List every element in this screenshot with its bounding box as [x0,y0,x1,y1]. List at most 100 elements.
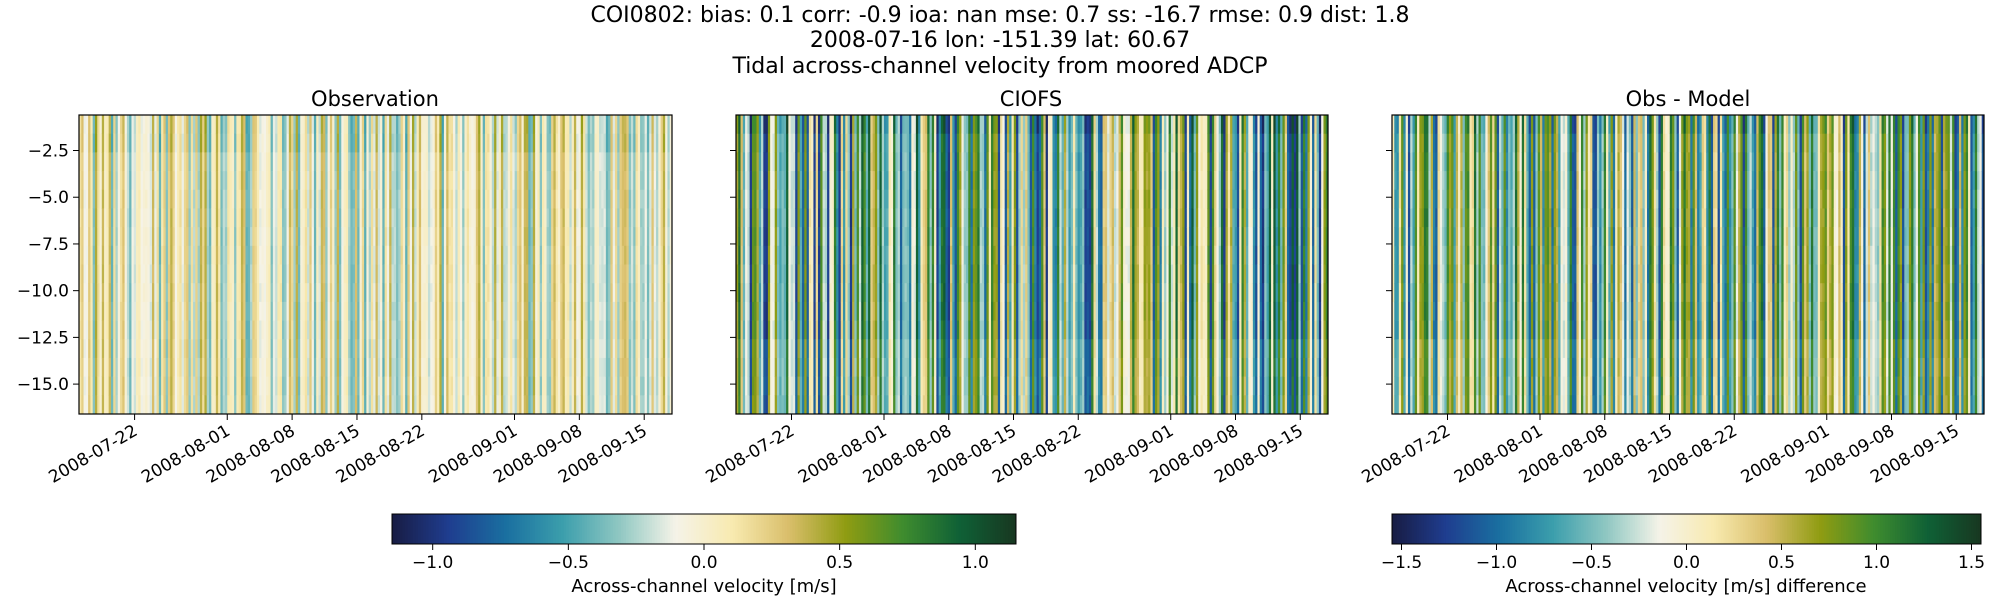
heatmap-cell [754,376,757,396]
heatmap-cell [633,283,636,303]
heatmap-cell [653,115,657,135]
heatmap-cell [124,264,128,284]
heatmap-cell [334,152,338,172]
heatmap-cell [380,208,383,228]
heatmap-cell [213,115,217,135]
heatmap-cell [827,395,830,415]
heatmap-cell [113,133,116,153]
heatmap-cell [487,208,490,228]
heatmap-cell [603,245,607,265]
heatmap-cell [382,189,385,209]
heatmap-cell [81,357,84,377]
heatmap-cell [407,376,411,396]
heatmap-cell [640,152,643,172]
heatmap-cell [279,171,283,191]
heatmap-cell [352,189,356,209]
heatmap-cell [357,376,360,396]
heatmap-cell [263,245,267,265]
heatmap-cell [92,320,96,340]
heatmap-cell [626,171,630,191]
heatmap-cell [172,320,176,340]
heatmap-cell [167,245,171,265]
heatmap-cell [537,395,541,415]
heatmap-cell [646,339,650,359]
heatmap-cell [163,283,167,303]
heatmap-cell [350,115,354,135]
heatmap-cell [129,245,132,265]
heatmap-cell [126,264,130,284]
heatmap-cell [628,189,632,209]
heatmap-cell [827,264,830,284]
heatmap-cell [459,283,463,303]
heatmap-cell [359,208,363,228]
heatmap-cell [188,283,192,303]
heatmap-cell [797,395,801,415]
heatmap-cell [649,189,652,209]
heatmap-cell [478,283,481,303]
heatmap-cell [99,339,103,359]
heatmap-cell [516,171,520,191]
heatmap-cell [560,376,563,396]
heatmap-cell [272,339,276,359]
heatmap-cell [186,189,189,209]
heatmap-cell [243,152,246,172]
heatmap-cell [245,171,249,191]
heatmap-cell [106,133,109,153]
heatmap-cell [421,189,424,209]
heatmap-cell [567,133,570,153]
heatmap-cell [665,208,668,228]
heatmap-cell [450,395,454,415]
heatmap-cell [576,189,579,209]
heatmap-cell [745,245,748,265]
heatmap-cell [630,245,634,265]
heatmap-cell [334,357,338,377]
heatmap-cell [304,320,308,340]
heatmap-cell [357,208,360,228]
heatmap-cell [158,395,162,415]
heatmap-cell [304,189,308,209]
heatmap-cell [126,245,130,265]
heatmap-cell [758,152,762,172]
heatmap-cell [633,320,636,340]
heatmap-cell [149,245,153,265]
heatmap-cell [300,357,303,377]
heatmap-cell [548,339,552,359]
heatmap-cell [117,395,121,415]
heatmap-cell [81,301,84,321]
heatmap-cell [594,208,598,228]
heatmap-cell [742,152,746,172]
heatmap-cell [263,152,267,172]
heatmap-cell [763,245,766,265]
heatmap-cell [521,320,525,340]
heatmap-cell [836,152,839,172]
heatmap-cell [594,115,598,135]
heatmap-cell [537,301,541,321]
heatmap-cell [498,376,502,396]
heatmap-cell [291,320,294,340]
heatmap-cell [81,320,84,340]
heatmap-cell [455,189,458,209]
heatmap-cell [97,376,100,396]
heatmap-cell [621,376,625,396]
heatmap-cell [847,245,851,265]
heatmap-cell [334,301,338,321]
heatmap-cell [589,301,593,321]
heatmap-cell [309,189,312,209]
heatmap-cell [165,376,169,396]
heatmap-cell [375,357,379,377]
heatmap-cell [277,376,281,396]
heatmap-cell [817,357,821,377]
heatmap-cell [772,283,776,303]
heatmap-cell [354,133,358,153]
heatmap-cell [562,283,566,303]
heatmap-cell [521,115,525,135]
heatmap-cell [450,115,454,135]
heatmap-cell [327,264,331,284]
heatmap-cell [519,189,522,209]
heatmap-cell [836,357,839,377]
heatmap-cell [300,115,303,135]
heatmap-cell [612,245,616,265]
heatmap-cell [491,395,495,415]
heatmap-cell [354,171,358,191]
heatmap-cell [446,283,449,303]
